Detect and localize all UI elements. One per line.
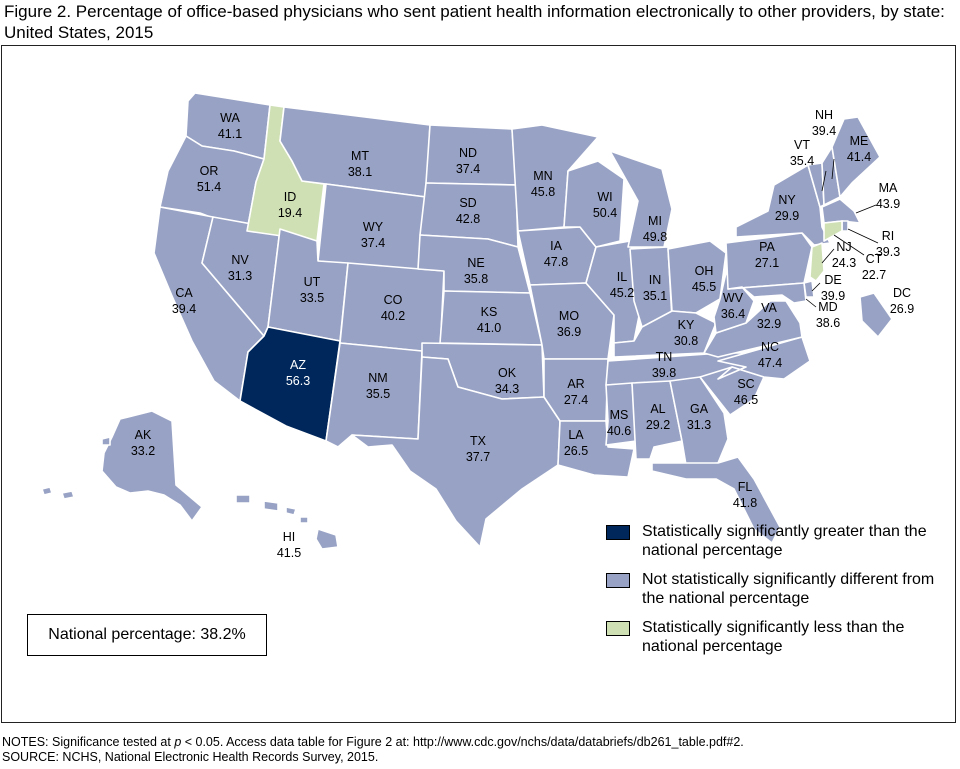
state-NC[interactable]	[717, 336, 811, 380]
national-percentage-box: National percentage: 38.2%	[27, 614, 267, 656]
label-MN: MN 45.8	[531, 169, 555, 199]
state-RI[interactable]	[841, 220, 849, 232]
notes: NOTES: Significance tested at p < 0.05. …	[2, 735, 957, 765]
legend-item-less: Statistically significantly less than th…	[606, 618, 946, 656]
state-KY[interactable]	[613, 310, 717, 358]
state-LA[interactable]	[557, 420, 635, 478]
legend-swatch-not-different	[606, 573, 630, 588]
label-ID: ID 19.4	[278, 190, 302, 220]
label-MT: MT 38.1	[348, 149, 372, 179]
label-CT: CT 22.7	[862, 252, 886, 282]
label-NY: NY 29.9	[775, 193, 799, 223]
legend-item-not-different: Not statistically significantly differen…	[606, 570, 946, 608]
state-MD[interactable]	[727, 282, 807, 304]
label-RI: RI 39.3	[876, 229, 900, 259]
state-HI[interactable]	[235, 494, 339, 550]
label-GA: GA 31.3	[687, 402, 711, 432]
us-map: WA 41.1 OR 51.4 CA 39.4 NV 31.3 ID 19.4 MT 38.…	[41, 92, 914, 560]
label-KS: KS 41.0	[477, 305, 501, 335]
label-AR: AR 27.4	[564, 377, 588, 407]
label-DC: DC 26.9	[890, 286, 914, 316]
label-NJ: NJ 24.3	[832, 240, 856, 270]
label-OK: OK 34.3	[495, 366, 519, 396]
state-DC[interactable]	[859, 292, 893, 338]
label-VT: VT 35.4	[790, 138, 814, 168]
label-TN: TN 39.8	[652, 350, 676, 380]
label-ND: ND 37.4	[456, 146, 480, 176]
label-SD: SD 42.8	[456, 196, 480, 226]
state-VA[interactable]	[703, 300, 803, 358]
state-WI[interactable]	[563, 160, 625, 248]
state-CT[interactable]	[823, 220, 843, 242]
label-NM: NM 35.5	[366, 371, 390, 401]
label-VA: VA 32.9	[757, 301, 781, 331]
state-NY[interactable]	[735, 164, 831, 246]
label-AL: AL 29.2	[646, 402, 670, 432]
label-PA: PA 27.1	[755, 240, 779, 270]
label-MS: MS 40.6	[607, 408, 631, 438]
label-MO: MO 36.9	[557, 309, 581, 339]
label-WV: WV 36.4	[721, 291, 745, 321]
label-FL: FL 41.8	[733, 480, 757, 510]
label-KY: KY 30.8	[674, 318, 698, 348]
state-CO[interactable]	[339, 262, 445, 354]
label-CA: CA 39.4	[172, 286, 196, 316]
label-NV: NV 31.3	[228, 253, 252, 283]
state-SC[interactable]	[699, 366, 765, 416]
legend: Statistically significantly greater than…	[606, 522, 946, 666]
legend-label-less: Statistically significantly less than th…	[642, 619, 905, 655]
label-SC: SC 46.5	[734, 377, 758, 407]
source-line: SOURCE: NCHS, National Electronic Health…	[2, 750, 379, 764]
label-MD: MD 38.6	[816, 300, 840, 330]
label-CO: CO 40.2	[381, 293, 405, 323]
figure-title: Figure 2. Percentage of office-based phy…	[4, 2, 945, 42]
label-MA: MA 43.9	[876, 181, 900, 211]
state-PA[interactable]	[725, 232, 813, 290]
label-AZ: AZ 56.3	[286, 358, 310, 388]
state-AK[interactable]	[41, 410, 203, 522]
legend-swatch-less	[606, 621, 630, 636]
label-HI: HI 41.5	[277, 530, 301, 560]
notes-line: NOTES: Significance tested at p < 0.05. …	[2, 735, 744, 749]
label-OR: OR 51.4	[197, 164, 221, 194]
label-NH: NH 39.4	[812, 108, 836, 138]
label-OH: OH 45.5	[692, 264, 716, 294]
legend-item-greater: Statistically significantly greater than…	[606, 522, 946, 560]
map-frame: WA 41.1 OR 51.4 CA 39.4 NV 31.3 ID 19.4 MT 38.…	[1, 45, 956, 723]
state-MS[interactable]	[605, 382, 637, 446]
label-LA: LA 26.5	[564, 428, 588, 458]
label-WY: WY 37.4	[361, 220, 385, 250]
label-WA: WA 41.1	[218, 111, 242, 141]
state-TX[interactable]	[351, 356, 561, 548]
label-ME: ME 41.4	[847, 134, 871, 164]
label-IN: IN 35.1	[643, 273, 667, 303]
label-IL: IL 45.2	[610, 270, 634, 300]
label-IA: IA 47.8	[544, 239, 568, 269]
label-TX: TX 37.7	[466, 434, 490, 464]
label-NE: NE 35.8	[464, 256, 488, 286]
legend-label-greater: Statistically significantly greater than…	[642, 523, 927, 559]
legend-swatch-greater	[606, 525, 630, 540]
state-ME[interactable]	[831, 116, 881, 198]
label-NC: NC 47.4	[758, 340, 782, 370]
label-DE: DE 39.9	[821, 273, 845, 303]
label-MI: MI 49.8	[643, 214, 667, 244]
state-NJ[interactable]	[809, 242, 825, 282]
legend-label-not-different: Not statistically significantly differen…	[642, 571, 935, 607]
label-AK: AK 33.2	[131, 428, 155, 458]
label-UT: UT 33.5	[300, 275, 324, 305]
label-WI: WI 50.4	[593, 190, 617, 220]
state-FL[interactable]	[651, 456, 781, 544]
